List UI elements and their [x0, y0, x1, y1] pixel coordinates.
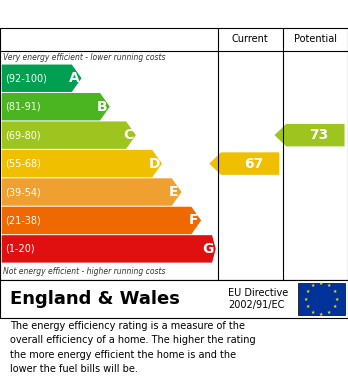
Text: (39-54): (39-54): [5, 187, 41, 197]
Text: ★: ★: [332, 289, 337, 294]
Text: G: G: [203, 242, 214, 256]
Polygon shape: [2, 150, 162, 177]
Polygon shape: [209, 152, 279, 175]
Text: (55-68): (55-68): [5, 159, 41, 169]
Text: (92-100): (92-100): [5, 73, 47, 83]
Text: (69-80): (69-80): [5, 130, 41, 140]
Text: ★: ★: [311, 283, 316, 288]
Text: (21-38): (21-38): [5, 215, 41, 226]
Text: 2002/91/EC: 2002/91/EC: [228, 300, 284, 310]
Text: ★: ★: [303, 296, 308, 301]
Text: Very energy efficient - lower running costs: Very energy efficient - lower running co…: [3, 53, 166, 62]
Polygon shape: [2, 235, 216, 263]
Polygon shape: [2, 93, 110, 120]
Text: B: B: [97, 100, 108, 114]
Text: Energy Efficiency Rating: Energy Efficiency Rating: [10, 7, 220, 22]
Text: D: D: [149, 156, 160, 170]
Text: C: C: [123, 128, 133, 142]
Text: ★: ★: [319, 312, 323, 317]
Text: ★: ★: [311, 310, 316, 315]
Text: EU Directive: EU Directive: [228, 288, 288, 298]
Polygon shape: [275, 124, 345, 146]
Text: F: F: [189, 213, 198, 228]
Text: ★: ★: [332, 304, 337, 309]
Text: ★: ★: [326, 283, 331, 288]
Text: ★: ★: [319, 281, 323, 286]
Text: England & Wales: England & Wales: [10, 290, 180, 308]
Text: 67: 67: [244, 156, 263, 170]
Text: A: A: [69, 71, 79, 85]
Text: ★: ★: [306, 289, 310, 294]
Text: Not energy efficient - higher running costs: Not energy efficient - higher running co…: [3, 267, 166, 276]
Polygon shape: [2, 65, 81, 92]
Text: ★: ★: [326, 310, 331, 315]
Text: ★: ★: [334, 296, 339, 301]
Text: E: E: [169, 185, 179, 199]
Polygon shape: [2, 178, 182, 206]
Polygon shape: [2, 122, 136, 149]
Polygon shape: [2, 207, 201, 234]
Text: (81-91): (81-91): [5, 102, 41, 112]
Text: (1-20): (1-20): [5, 244, 35, 254]
Text: Potential: Potential: [294, 34, 337, 44]
Text: Current: Current: [232, 34, 269, 44]
Text: The energy efficiency rating is a measure of the
overall efficiency of a home. T: The energy efficiency rating is a measur…: [10, 321, 256, 374]
FancyBboxPatch shape: [298, 283, 345, 315]
Text: ★: ★: [306, 304, 310, 309]
Text: 73: 73: [309, 128, 329, 142]
